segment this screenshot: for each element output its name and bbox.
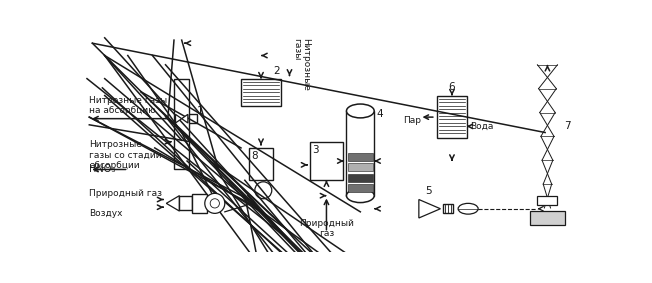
Text: Природный газ: Природный газ (89, 189, 162, 198)
Bar (348, 163, 373, 171)
Bar (346, 111, 374, 196)
Text: 4: 4 (376, 110, 383, 119)
Polygon shape (166, 196, 179, 211)
Text: HNO₃: HNO₃ (89, 164, 115, 174)
Bar (241, 79, 281, 106)
Circle shape (255, 182, 272, 199)
Text: 6: 6 (449, 82, 455, 93)
Circle shape (205, 193, 225, 213)
Bar (348, 153, 373, 161)
Text: 1: 1 (197, 106, 203, 116)
Polygon shape (182, 114, 188, 123)
Text: Воздух: Воздух (89, 209, 123, 218)
Bar (189, 114, 197, 123)
Text: 7: 7 (565, 121, 571, 131)
Bar (174, 79, 189, 170)
Text: Нитрозные
газы: Нитрозные газы (292, 38, 310, 91)
Ellipse shape (346, 189, 374, 203)
Text: 3: 3 (312, 145, 319, 155)
Polygon shape (419, 200, 440, 218)
Text: Природный
газ: Природный газ (299, 219, 354, 238)
Bar (192, 194, 207, 213)
Bar (348, 184, 373, 192)
Bar (310, 142, 342, 180)
Bar (248, 148, 273, 180)
Text: 8: 8 (251, 151, 258, 161)
Text: Нитрозные
газы со стадии
абсорбции: Нитрозные газы со стадии абсорбции (89, 140, 162, 170)
Bar (443, 204, 452, 213)
Bar (529, 211, 565, 225)
Text: Нитрозные газы
на абсорбцию: Нитрозные газы на абсорбцию (89, 96, 168, 115)
Text: 2: 2 (273, 66, 280, 76)
Text: Вода: Вода (469, 122, 493, 131)
Text: 5: 5 (424, 186, 432, 196)
Bar (537, 196, 557, 205)
Ellipse shape (458, 203, 478, 214)
Circle shape (210, 199, 220, 208)
Polygon shape (175, 114, 182, 123)
Text: Пар: Пар (403, 116, 421, 125)
Bar (437, 96, 467, 138)
Bar (179, 196, 192, 210)
Bar (348, 174, 373, 182)
Ellipse shape (346, 104, 374, 118)
